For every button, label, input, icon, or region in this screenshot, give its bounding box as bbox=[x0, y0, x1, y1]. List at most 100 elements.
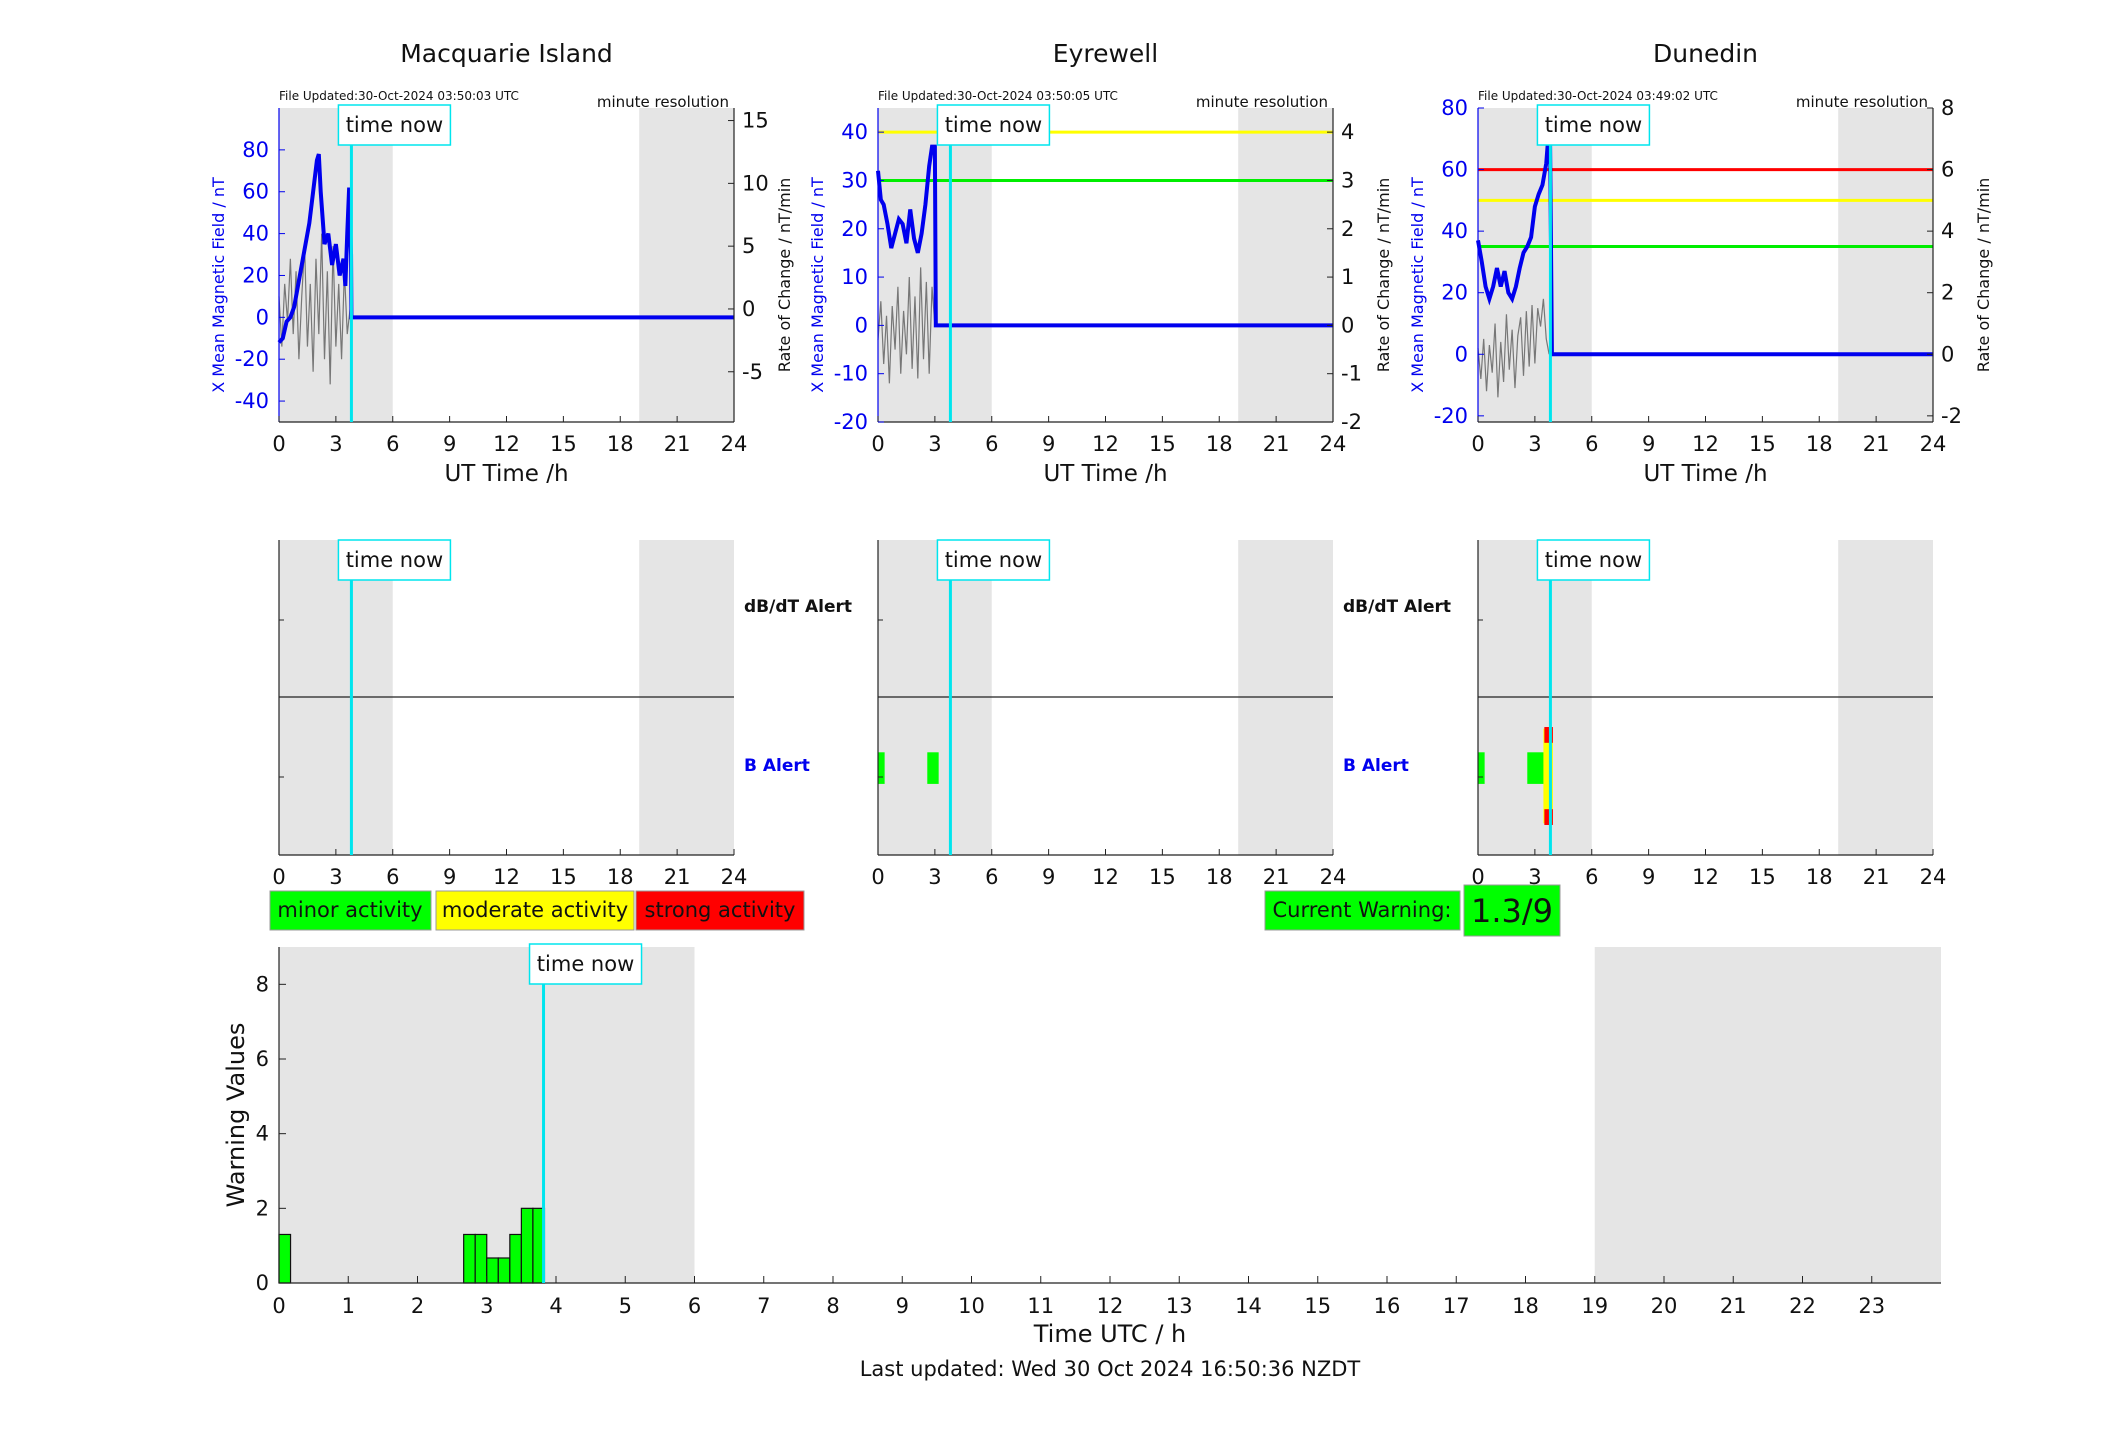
file-updated: File Updated:30-Oct-2024 03:49:02 UTC bbox=[1478, 89, 1718, 103]
x-tick-label: 21 bbox=[1720, 1294, 1747, 1318]
x-tick-label: 3 bbox=[329, 865, 342, 889]
time-now-label: time now bbox=[346, 113, 443, 137]
x-tick-label: 9 bbox=[1042, 865, 1055, 889]
shaded-region-1 bbox=[1838, 108, 1933, 422]
x-tick-label: 0 bbox=[1471, 432, 1484, 456]
y-right-label: Rate of Change / nT/min bbox=[775, 178, 794, 373]
left-tick-label: 40 bbox=[1441, 219, 1468, 243]
x-tick-label: 12 bbox=[1092, 432, 1119, 456]
left-tick-label: -20 bbox=[1434, 404, 1468, 428]
right-tick-label: -2 bbox=[1341, 410, 1362, 434]
right-tick-label: 2 bbox=[1941, 281, 1954, 305]
right-tick-label: 8 bbox=[1941, 96, 1954, 120]
x-tick-label: 9 bbox=[443, 432, 456, 456]
x-tick-label: 17 bbox=[1443, 1294, 1470, 1318]
x-tick-label: 21 bbox=[1263, 865, 1290, 889]
left-tick-label: 0 bbox=[256, 305, 269, 329]
right-tick-label: 3 bbox=[1341, 168, 1354, 192]
x-tick-label: 3 bbox=[928, 865, 941, 889]
x-tick-label: 6 bbox=[1585, 432, 1598, 456]
x-tick-label: 6 bbox=[386, 432, 399, 456]
x-tick-label: 10 bbox=[958, 1294, 985, 1318]
x-tick-label: 24 bbox=[1920, 432, 1947, 456]
x-tick-label: 12 bbox=[1692, 432, 1719, 456]
x-tick-label: 18 bbox=[1806, 865, 1833, 889]
b-alert-bar-1 bbox=[927, 752, 939, 784]
right-tick-label: 2 bbox=[1341, 217, 1354, 241]
x-tick-label: 15 bbox=[550, 432, 577, 456]
x-tick-label: 3 bbox=[928, 432, 941, 456]
left-tick-label: 0 bbox=[855, 313, 868, 337]
right-tick-label: 10 bbox=[742, 171, 769, 195]
station-title: Macquarie Island bbox=[400, 39, 613, 68]
y-left-label: X Mean Magnetic Field / nT bbox=[1408, 177, 1427, 393]
dbdt-alert-label: dB/dT Alert bbox=[1343, 597, 1451, 617]
file-updated: File Updated:30-Oct-2024 03:50:05 UTC bbox=[878, 89, 1118, 103]
rate-of-change-line bbox=[1477, 298, 1550, 398]
x-tick-label: 18 bbox=[607, 432, 634, 456]
left-tick-label: -20 bbox=[235, 347, 269, 371]
left-tick-label: 10 bbox=[841, 265, 868, 289]
time-now-box bbox=[337, 539, 452, 581]
shaded-region-0 bbox=[279, 108, 393, 422]
panel-macquarie-island: 0 3 6 9 12 15 18 21 24 -40 -20 0 20 40 60 80 -5 0 5 10 15 Mac… bbox=[209, 39, 794, 487]
y-tick-label: 4 bbox=[256, 1122, 269, 1146]
rate-of-change-line bbox=[278, 233, 351, 385]
x-tick-label: 15 bbox=[1304, 1294, 1331, 1318]
x-tick-label: 24 bbox=[721, 432, 748, 456]
x-tick-label: 15 bbox=[1149, 432, 1176, 456]
right-tick-label: 0 bbox=[1341, 313, 1354, 337]
x-tick-label: 12 bbox=[1092, 865, 1119, 889]
shaded-region-1 bbox=[1238, 108, 1333, 422]
x-axis-label: UT Time /h bbox=[1043, 461, 1167, 487]
left-tick-label: 20 bbox=[841, 217, 868, 241]
x-tick-label: 11 bbox=[1027, 1294, 1054, 1318]
x-tick-label: 12 bbox=[493, 432, 520, 456]
x-tick-label: 21 bbox=[1863, 865, 1890, 889]
x-axis-label: UT Time /h bbox=[1643, 461, 1767, 487]
right-tick-label: 4 bbox=[1341, 120, 1354, 144]
x-tick-label: 13 bbox=[1166, 1294, 1193, 1318]
x-tick-label: 6 bbox=[1585, 865, 1598, 889]
x-tick-label: 19 bbox=[1581, 1294, 1608, 1318]
dbdt-alert-label: dB/dT Alert bbox=[744, 597, 852, 617]
x-tick-label: 3 bbox=[480, 1294, 493, 1318]
magnetic-field-line bbox=[876, 144, 1333, 328]
x-tick-label: 24 bbox=[1320, 865, 1347, 889]
x-tick-label: 15 bbox=[1149, 865, 1176, 889]
legend-minor-swatch bbox=[269, 890, 432, 931]
current-warning: Current Warning: 1.3/9 bbox=[1264, 884, 1561, 937]
b-alert-label: B Alert bbox=[744, 756, 810, 776]
right-tick-label: 1 bbox=[1341, 265, 1354, 289]
time-now-label: time now bbox=[537, 952, 634, 976]
x-tick-label: 0 bbox=[272, 432, 285, 456]
alert-panel-dunedin: 0 3 6 9 12 15 18 21 24 time now bbox=[1471, 539, 1946, 889]
time-now-label: time now bbox=[1545, 113, 1642, 137]
resolution-label: minute resolution bbox=[1796, 93, 1928, 111]
time-now-box bbox=[1536, 104, 1651, 146]
time-now-box bbox=[337, 104, 452, 146]
left-tick-label: 80 bbox=[1441, 96, 1468, 120]
x-tick-label: 5 bbox=[619, 1294, 632, 1318]
b-alert-label: B Alert bbox=[1343, 756, 1409, 776]
x-tick-label: 18 bbox=[1806, 432, 1833, 456]
x-tick-label: 3 bbox=[1528, 865, 1541, 889]
x-tick-label: 12 bbox=[1097, 1294, 1124, 1318]
left-tick-label: 20 bbox=[1441, 281, 1468, 305]
left-tick-label: 80 bbox=[242, 138, 269, 162]
warning-bar-0 bbox=[278, 1233, 292, 1284]
time-now-label: time now bbox=[1545, 548, 1642, 572]
warning-bar-2 bbox=[474, 1233, 488, 1284]
b-alert-bar-0 bbox=[878, 752, 885, 784]
shaded-region-0 bbox=[279, 947, 695, 1283]
x-tick-label: 7 bbox=[757, 1294, 770, 1318]
b-alert-bar-0 bbox=[1478, 752, 1485, 784]
x-tick-label: 24 bbox=[721, 865, 748, 889]
warning-bar-1 bbox=[463, 1233, 476, 1284]
time-now-box bbox=[528, 943, 643, 985]
x-tick-label: 15 bbox=[1749, 865, 1776, 889]
left-tick-label: -10 bbox=[834, 362, 868, 386]
panel-dunedin: 0 3 6 9 12 15 18 21 24-20020406080-202468Dunedin… bbox=[1408, 39, 1993, 487]
right-tick-label: 0 bbox=[1941, 342, 1954, 366]
